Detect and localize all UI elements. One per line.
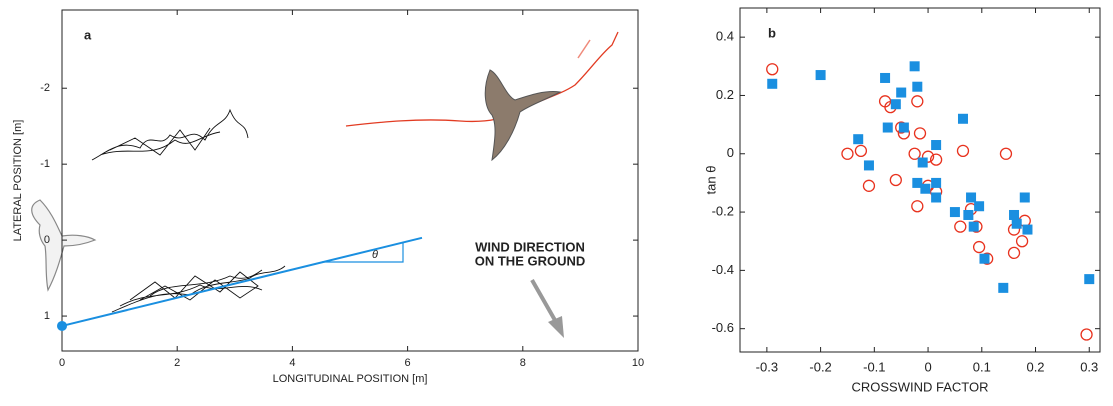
square-marker	[896, 87, 907, 98]
trajectory-illustrations	[31, 31, 619, 338]
circle-marker	[913, 127, 927, 140]
square-marker	[931, 192, 942, 203]
square-marker	[882, 122, 893, 133]
y-axis-label: LATERAL POSITION [m]	[12, 120, 24, 242]
circle-marker	[889, 173, 902, 187]
circle-marker	[862, 179, 876, 192]
square-marker	[931, 177, 942, 188]
circle-marker	[854, 144, 868, 157]
panel-label: a	[84, 27, 92, 42]
x-tick-label: 6	[405, 357, 411, 369]
x-tick-label: -0.2	[809, 359, 831, 374]
x-tick-label: 8	[520, 357, 526, 369]
square-marker	[912, 177, 923, 188]
y-axis-label: tan θ	[703, 166, 718, 195]
x-tick-label: 0	[59, 357, 65, 369]
circle-marker	[1007, 246, 1021, 260]
y-tick-label: -0.2	[712, 204, 734, 219]
wind-cue	[577, 39, 591, 59]
x-axis-label: LONGITUDINAL POSITION [m]	[273, 373, 428, 385]
square-marker	[912, 81, 923, 92]
annotation: WIND DIRECTION	[475, 239, 585, 254]
circle-marker	[841, 147, 854, 160]
y-tick-label: 0	[727, 145, 734, 160]
x-tick-label: -0.1	[863, 359, 885, 374]
x-tick-label: 0.3	[1080, 359, 1098, 374]
x-tick-label: 0	[924, 359, 931, 374]
circle-marker	[921, 150, 935, 163]
square-marker	[853, 134, 864, 145]
square-marker	[815, 70, 826, 81]
square-marker	[917, 157, 928, 168]
square-marker	[920, 183, 931, 194]
flight-track	[345, 31, 619, 127]
y-tick-label: 0	[44, 234, 50, 246]
wind-arrow-head	[548, 316, 564, 338]
square-marker	[974, 201, 985, 212]
square-marker	[880, 72, 891, 83]
angle-label: θ	[372, 249, 378, 261]
plot-frame	[739, 7, 1101, 353]
circle-marker	[954, 220, 967, 233]
trajectory-upper	[91, 108, 249, 161]
square-marker	[1022, 224, 1033, 235]
square-marker	[890, 99, 901, 110]
x-tick-label: -0.3	[756, 359, 778, 374]
square-marker	[1019, 192, 1030, 203]
panel-label: b	[768, 25, 776, 40]
x-tick-label: 10	[632, 357, 644, 369]
y-tick-label: 0.4	[716, 29, 734, 44]
x-tick-label: 2	[174, 357, 180, 369]
square-marker	[767, 78, 778, 89]
square-marker	[898, 122, 909, 133]
circle-marker	[956, 144, 970, 157]
square-marker	[1011, 218, 1022, 229]
circle-marker	[908, 147, 921, 160]
bird-silhouette	[484, 69, 562, 162]
square-marker	[1009, 209, 1020, 220]
y-tick-label: -1	[40, 158, 50, 170]
circle-marker	[972, 240, 986, 254]
square-marker	[963, 209, 974, 220]
y-tick-label: -2	[40, 82, 50, 94]
square-marker	[931, 140, 942, 151]
x-tick-label: 0.2	[1026, 359, 1044, 374]
square-marker	[863, 160, 874, 171]
plot-frame	[61, 9, 639, 352]
square-marker	[949, 207, 960, 218]
square-marker	[966, 192, 977, 203]
start-point	[57, 320, 67, 331]
circle-marker	[911, 200, 924, 213]
circle-marker	[766, 63, 779, 76]
circle-marker	[1015, 235, 1029, 248]
circle-marker	[911, 95, 924, 108]
angle-triangle	[322, 242, 404, 263]
square-marker	[968, 221, 979, 232]
y-tick-label: -0.4	[712, 262, 734, 277]
bird-outline	[31, 199, 97, 292]
trajectory-lower	[111, 265, 286, 313]
circle-marker	[1080, 328, 1093, 341]
x-tick-label: 4	[289, 357, 295, 369]
square-marker	[998, 282, 1009, 293]
square-marker	[909, 61, 920, 72]
square-marker	[979, 253, 990, 264]
y-tick-label: 0.2	[716, 87, 734, 102]
annotation: ON THE GROUND	[475, 253, 586, 268]
square-marker	[1084, 274, 1095, 285]
fit-line	[61, 236, 423, 327]
y-tick-label: 1	[44, 310, 50, 322]
x-axis-label: CROSSWIND FACTOR	[852, 379, 989, 394]
x-tick-label: 0.1	[973, 359, 991, 374]
wind-arrow	[530, 279, 558, 323]
square-marker	[957, 113, 968, 124]
circle-marker	[929, 153, 943, 166]
y-tick-label: -0.6	[712, 320, 734, 335]
circle-marker	[999, 147, 1013, 160]
